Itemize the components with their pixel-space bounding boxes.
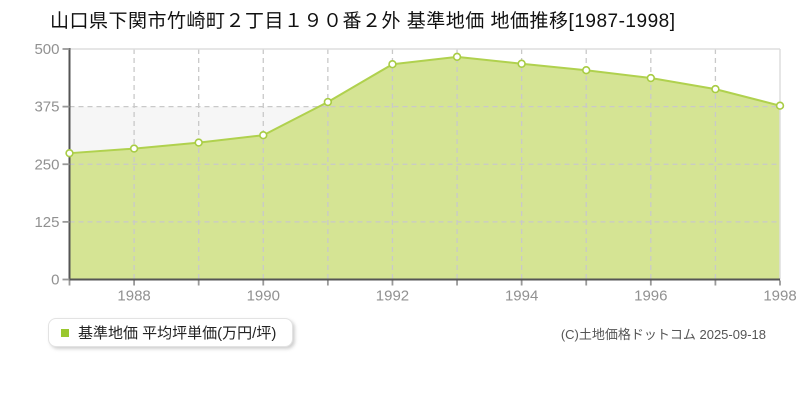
x-tick-labels: 1988 1990 1992 1994 1996 1998	[117, 288, 796, 305]
series-area-fill	[69, 56, 780, 280]
data-point-1997	[711, 84, 720, 94]
data-point-1993	[452, 52, 462, 62]
x-tick-label: 1996	[634, 288, 667, 305]
tick-marks	[62, 48, 781, 286]
y-tick-labels: 0 125 250 375 500	[34, 41, 59, 289]
data-point-1994	[517, 59, 526, 68]
x-tick-label: 1990	[247, 288, 280, 305]
x-tick-label: 1988	[117, 288, 150, 305]
y-tick-label: 250	[34, 156, 59, 173]
data-point-1987	[65, 148, 74, 158]
y-tick-label: 0	[51, 272, 59, 289]
gridlines	[69, 49, 780, 280]
page-title: 山口県下関市竹崎町２丁目１９０番２外 基準地価 地価推移[1987-1998]	[50, 11, 676, 32]
legend-marker-square-icon	[61, 328, 69, 337]
y-tick-label: 500	[34, 41, 59, 58]
legend-label: 基準地価 平均坪単価(万円/坪)	[78, 325, 277, 342]
y-tick-label: 125	[34, 214, 59, 231]
data-point-1989	[194, 138, 203, 147]
data-point-1991	[323, 97, 333, 107]
x-tick-label: 1992	[376, 288, 409, 305]
legend: 基準地価 平均坪単価(万円/坪)	[48, 318, 294, 347]
data-point-1996	[646, 73, 656, 83]
data-point-1990	[259, 131, 268, 140]
data-point-1998	[775, 101, 785, 110]
x-tick-label: 1998	[763, 288, 796, 305]
copyright-notice: (C)土地価格ドットコム 2025-09-18	[560, 327, 766, 342]
data-point-1988	[129, 144, 139, 153]
x-tick-label: 1994	[505, 288, 538, 305]
y-tick-label: 375	[34, 99, 59, 116]
data-point-1992	[388, 60, 397, 69]
price-area-chart: 0 125 250 375 500 1988 1990 1992 1994 1996 1998	[34, 41, 796, 305]
series-line	[69, 55, 781, 155]
data-points	[65, 52, 785, 158]
data-point-1995	[582, 66, 591, 75]
